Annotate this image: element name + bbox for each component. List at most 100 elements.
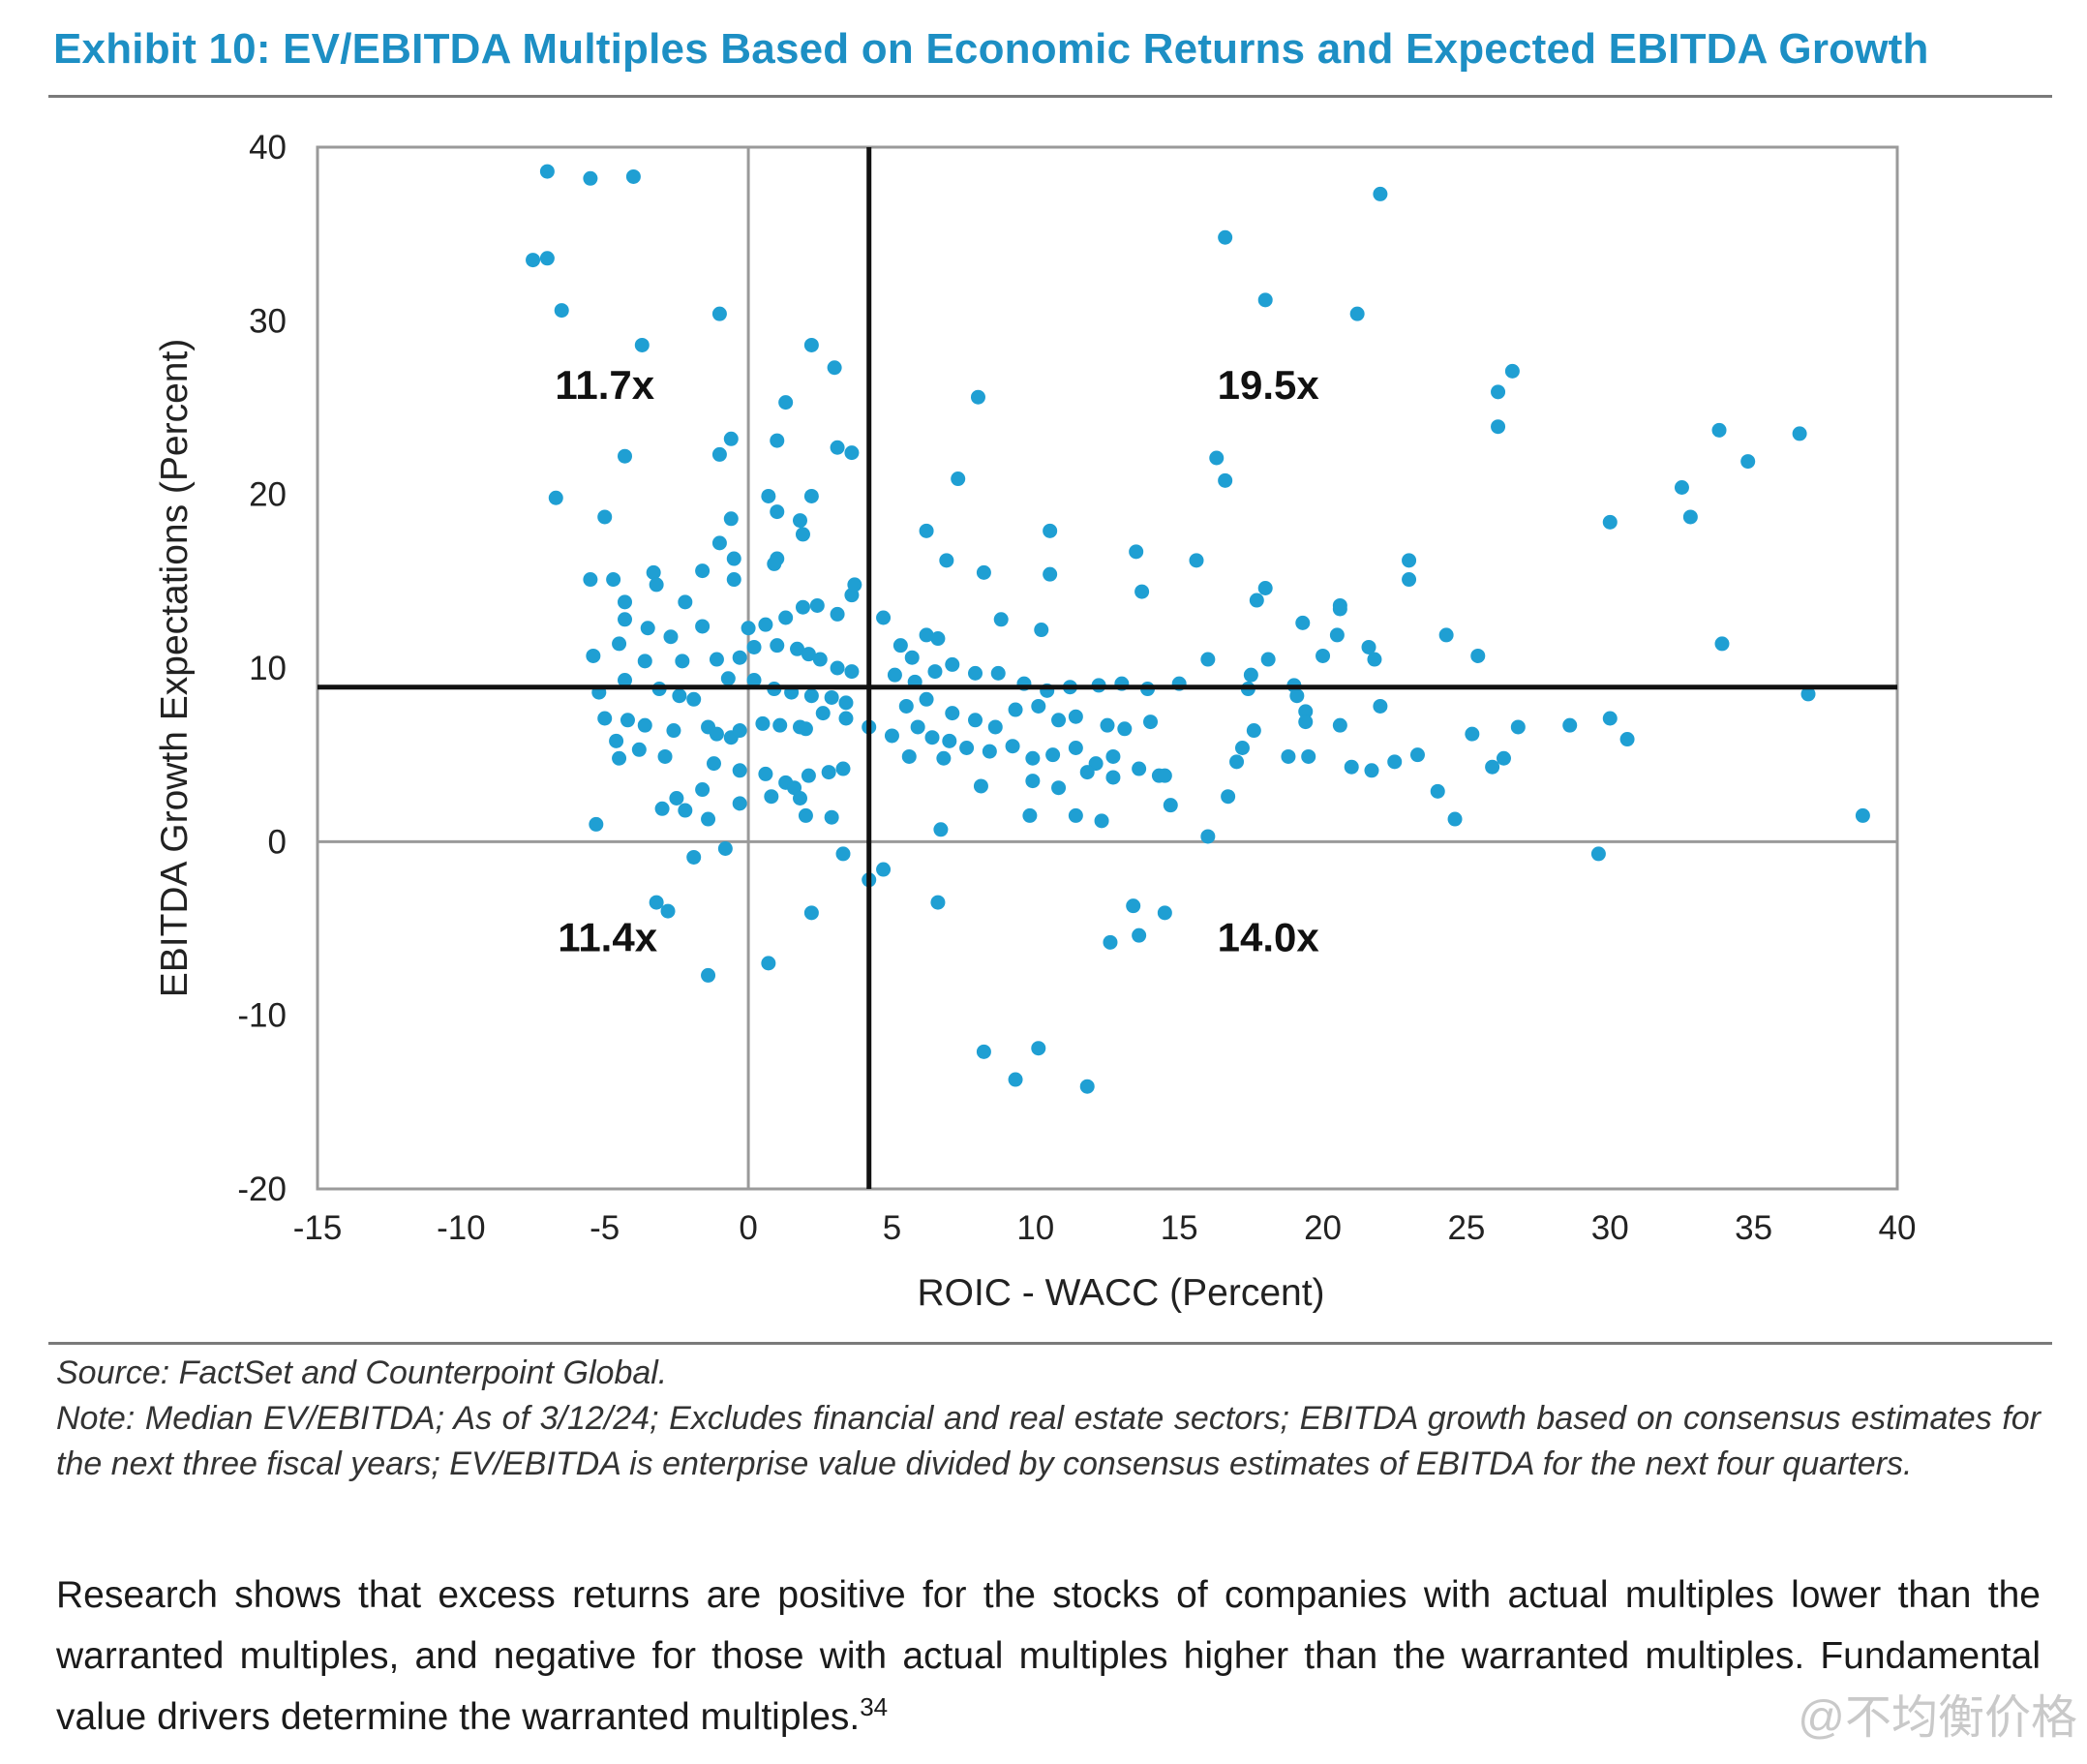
data-point [824, 689, 839, 705]
data-point [770, 433, 785, 448]
data-point [793, 513, 808, 529]
data-point [1295, 615, 1311, 630]
data-point [649, 895, 664, 910]
data-point [1157, 905, 1172, 921]
data-point [711, 535, 727, 551]
data-point [1257, 292, 1273, 308]
data-point [1485, 759, 1500, 775]
data-point [887, 667, 902, 683]
data-point [1103, 934, 1118, 950]
data-point [1157, 768, 1172, 783]
data-point [1504, 363, 1520, 379]
data-point [770, 638, 785, 654]
data-point [701, 811, 716, 827]
data-point [717, 841, 733, 857]
data-point [847, 577, 862, 593]
data-point [1740, 454, 1756, 470]
data-point [1126, 898, 1141, 914]
x-tick-label: 5 [883, 1209, 901, 1247]
data-point [930, 895, 946, 910]
data-point [1373, 186, 1388, 201]
data-point [1361, 639, 1376, 654]
data-point [701, 967, 716, 983]
data-point [761, 488, 776, 503]
x-tick-label: 10 [1016, 1209, 1054, 1247]
data-point [695, 563, 711, 579]
data-point [1117, 721, 1133, 737]
data-point [666, 723, 681, 739]
data-point [723, 511, 739, 527]
data-point [1246, 723, 1261, 739]
data-point [1714, 636, 1730, 652]
data-point [686, 691, 702, 707]
data-point [1373, 698, 1388, 714]
data-point [772, 717, 788, 733]
y-tick-label: 0 [268, 823, 287, 861]
data-point [1674, 479, 1689, 495]
data-point [795, 599, 810, 615]
data-point [801, 768, 816, 783]
data-point [1031, 1041, 1046, 1056]
data-point [732, 650, 747, 665]
quadrant-label-upper-left: 11.7x [555, 362, 654, 408]
quadrant-label-lower-right: 14.0x [1218, 914, 1320, 959]
data-point [1025, 774, 1041, 789]
title-rule [48, 95, 2052, 98]
data-point [1298, 715, 1314, 730]
data-point [609, 733, 624, 748]
data-point [1129, 544, 1144, 560]
data-point [657, 748, 673, 764]
x-tick-label: 25 [1447, 1209, 1485, 1247]
data-point [1260, 652, 1276, 667]
data-point [904, 650, 920, 665]
data-point [1329, 627, 1345, 643]
data-point [973, 778, 988, 794]
data-point [1132, 761, 1147, 776]
data-point [678, 594, 693, 610]
data-point [1249, 593, 1264, 608]
data-point [539, 251, 555, 266]
data-point [778, 610, 794, 625]
data-point [1043, 566, 1058, 582]
data-point [901, 748, 917, 764]
data-point [830, 440, 845, 455]
data-point [758, 617, 773, 632]
data-point [1229, 754, 1245, 770]
data-point [1068, 709, 1083, 724]
data-point [798, 721, 813, 737]
data-point [939, 553, 954, 568]
x-tick-label: 20 [1304, 1209, 1342, 1247]
data-point [876, 862, 892, 877]
data-point [617, 594, 632, 610]
data-point [795, 527, 810, 542]
data-point [835, 761, 851, 776]
data-point [706, 756, 721, 772]
data-point [617, 448, 632, 464]
x-axis-title: ROIC - WACC (Percent) [917, 1272, 1324, 1314]
data-point [830, 606, 845, 622]
data-point [1387, 754, 1403, 770]
data-point [1143, 715, 1159, 730]
data-point [1800, 686, 1816, 702]
y-tick-label: 10 [249, 650, 287, 687]
data-point [933, 822, 949, 837]
data-point [612, 636, 627, 652]
data-point [1094, 813, 1109, 829]
data-point [761, 956, 776, 971]
data-point [1034, 623, 1049, 638]
data-point [1298, 704, 1314, 719]
data-point [1491, 419, 1506, 435]
data-point [803, 905, 819, 921]
data-point [1105, 748, 1121, 764]
data-point [898, 698, 914, 714]
data-point [695, 782, 711, 798]
data-point [597, 711, 613, 726]
data-point [617, 673, 632, 688]
data-point [838, 711, 854, 726]
data-point [1332, 601, 1347, 617]
data-point [830, 660, 845, 676]
data-point [1079, 765, 1095, 780]
data-point [1619, 732, 1635, 747]
data-point [1043, 523, 1058, 538]
data-point [1491, 384, 1506, 400]
